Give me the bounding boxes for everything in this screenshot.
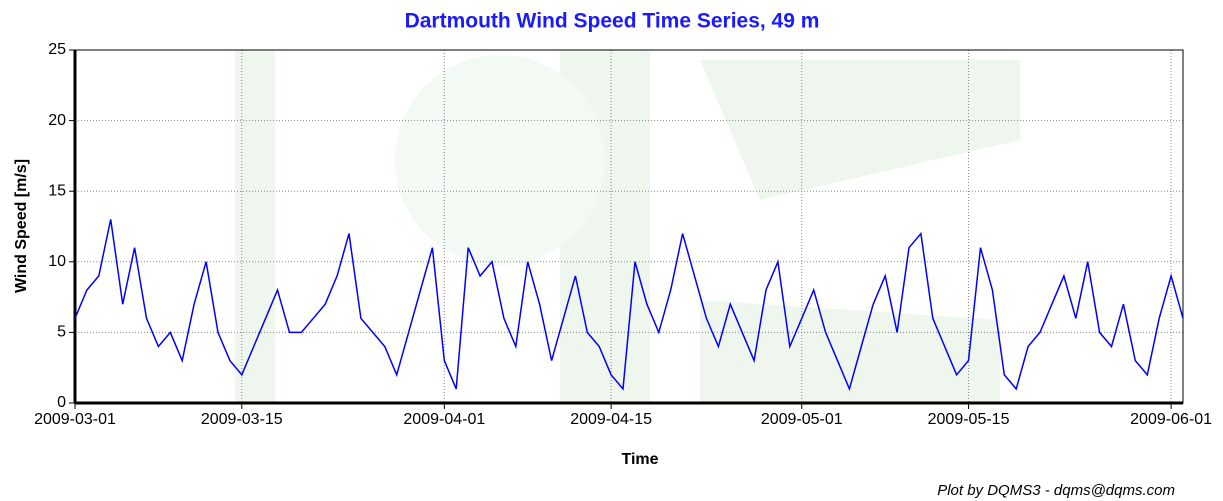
y-tick-label: 25	[48, 41, 66, 58]
y-tick-label: 0	[57, 394, 66, 411]
x-tick-label: 2009-03-01	[34, 411, 116, 428]
chart-title: Dartmouth Wind Speed Time Series, 49 m	[405, 10, 820, 33]
credit: Plot by DQMS3 - dqms@dqms.com	[937, 482, 1175, 499]
y-axis-label: Wind Speed [m/s]	[13, 159, 30, 293]
x-axis-label: Time	[621, 451, 658, 468]
x-tick-label: 2009-06-01	[1130, 411, 1212, 428]
series-line	[74, 219, 1184, 392]
watermark	[235, 50, 1020, 403]
y-tick-label: 20	[48, 112, 66, 129]
x-tick-label: 2009-05-15	[928, 411, 1010, 428]
x-tick-label: 2009-04-15	[570, 411, 652, 428]
x-tick-label: 2009-04-01	[403, 411, 485, 428]
x-tick-label: 2009-05-01	[761, 411, 843, 428]
y-tick-label: 5	[57, 324, 66, 341]
x-tick-label: 2009-03-15	[201, 411, 283, 428]
y-tick-label: 15	[48, 182, 66, 199]
y-tick-label: 10	[48, 253, 66, 270]
